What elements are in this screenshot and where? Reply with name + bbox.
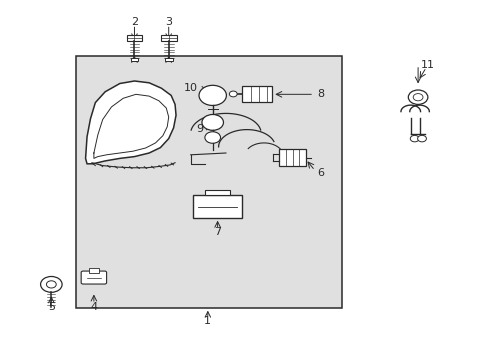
Text: 9: 9 <box>195 124 203 134</box>
Circle shape <box>46 281 56 288</box>
FancyBboxPatch shape <box>164 58 172 61</box>
Text: 3: 3 <box>165 17 172 27</box>
Text: 5: 5 <box>48 302 55 312</box>
Text: 11: 11 <box>420 60 434 70</box>
Circle shape <box>407 90 427 104</box>
FancyBboxPatch shape <box>161 35 176 41</box>
FancyBboxPatch shape <box>76 56 342 308</box>
FancyBboxPatch shape <box>242 86 272 102</box>
Polygon shape <box>85 81 176 164</box>
FancyBboxPatch shape <box>278 149 305 166</box>
Text: 10: 10 <box>183 83 198 93</box>
Text: 6: 6 <box>316 168 323 178</box>
Text: 1: 1 <box>204 316 211 326</box>
Circle shape <box>229 91 237 97</box>
FancyBboxPatch shape <box>81 271 106 284</box>
FancyBboxPatch shape <box>205 190 229 195</box>
Text: 7: 7 <box>214 227 221 237</box>
FancyBboxPatch shape <box>193 195 242 218</box>
Circle shape <box>202 114 223 130</box>
Circle shape <box>412 94 422 101</box>
Text: 4: 4 <box>90 302 97 312</box>
Circle shape <box>199 85 226 105</box>
FancyBboxPatch shape <box>130 58 138 61</box>
Circle shape <box>204 132 220 143</box>
Text: 8: 8 <box>316 89 324 99</box>
Circle shape <box>41 276 62 292</box>
Text: 2: 2 <box>131 17 138 27</box>
Circle shape <box>417 135 426 142</box>
FancyBboxPatch shape <box>126 35 142 41</box>
Circle shape <box>409 135 418 142</box>
FancyBboxPatch shape <box>89 268 99 273</box>
